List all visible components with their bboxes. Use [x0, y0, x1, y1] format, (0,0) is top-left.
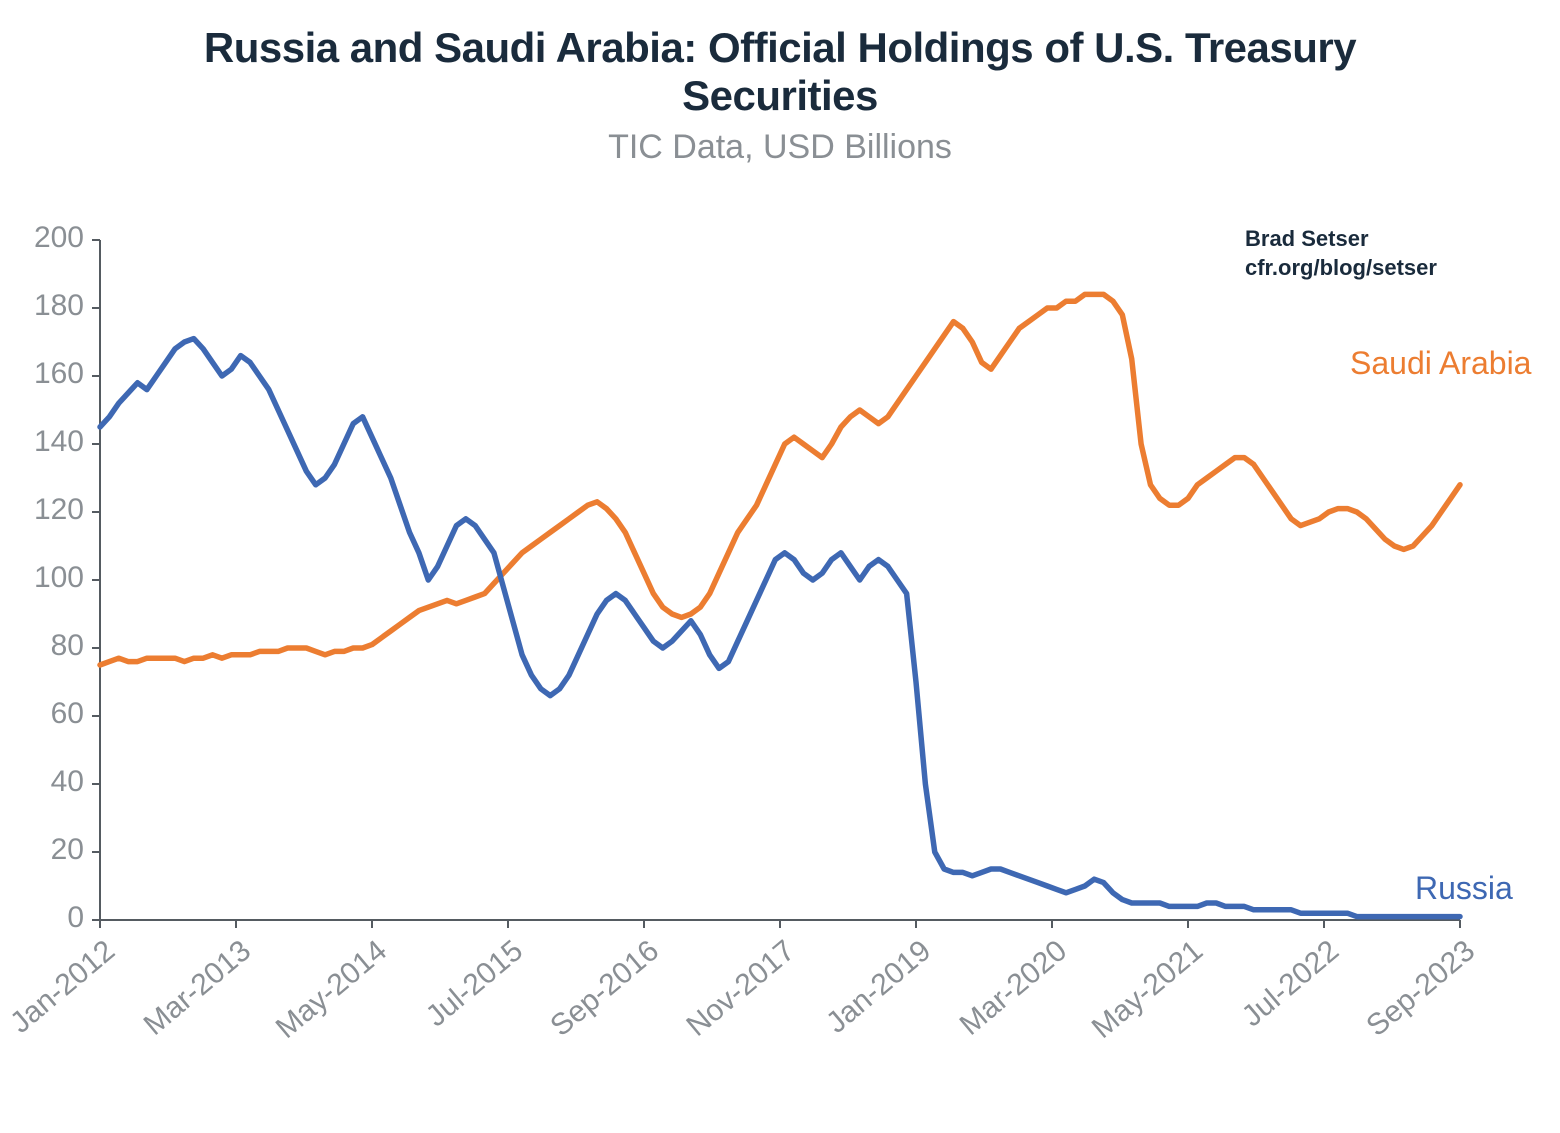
y-tick-label: 0 — [20, 901, 84, 935]
chart-container: Russia and Saudi Arabia: Official Holdin… — [0, 0, 1560, 1133]
x-tick-label: Sep-2023 — [1360, 934, 1482, 1044]
chart-subtitle: TIC Data, USD Billions — [0, 128, 1560, 167]
x-tick-label: Jul-2022 — [1236, 934, 1346, 1034]
x-tick-label: May-2021 — [1086, 934, 1210, 1046]
y-tick-label: 100 — [20, 561, 84, 595]
x-tick-label: Jan-2019 — [820, 934, 938, 1040]
y-tick-label: 180 — [20, 289, 84, 323]
y-tick-label: 120 — [20, 493, 84, 527]
y-tick-label: 200 — [20, 221, 84, 255]
series-line-saudi-arabia — [100, 294, 1460, 665]
x-tick-label: Jan-2012 — [4, 934, 122, 1040]
x-tick-label: May-2014 — [270, 934, 394, 1046]
x-tick-label: Jul-2015 — [420, 934, 530, 1034]
y-tick-label: 20 — [20, 833, 84, 867]
x-tick-label: Nov-2017 — [680, 934, 802, 1044]
series-label-saudi: Saudi Arabia — [1350, 345, 1531, 382]
y-tick-label: 60 — [20, 697, 84, 731]
x-tick-label: Mar-2020 — [954, 934, 1074, 1043]
chart-title: Russia and Saudi Arabia: Official Holdin… — [180, 24, 1380, 121]
y-tick-label: 140 — [20, 425, 84, 459]
y-tick-label: 40 — [20, 765, 84, 799]
y-tick-label: 160 — [20, 357, 84, 391]
plot-area — [100, 240, 1460, 920]
series-line-russia — [100, 339, 1460, 917]
x-tick-label: Mar-2013 — [138, 934, 258, 1043]
y-tick-label: 80 — [20, 629, 84, 663]
series-label-russia: Russia — [1415, 870, 1513, 907]
x-tick-label: Sep-2016 — [544, 934, 666, 1044]
